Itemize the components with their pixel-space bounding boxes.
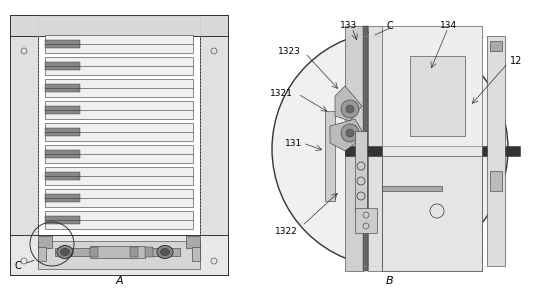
Bar (45, 217, 80, 223)
Text: C: C (15, 260, 34, 271)
Circle shape (346, 105, 354, 113)
Bar (38, 236, 52, 248)
Bar (10, 235, 228, 275)
Bar (10, 15, 228, 36)
Bar (45, 211, 193, 229)
Circle shape (341, 124, 359, 142)
Bar (382, 26, 482, 146)
Bar (355, 131, 367, 211)
Bar (10, 15, 38, 275)
Bar (45, 62, 80, 70)
Bar (192, 247, 200, 261)
Bar (38, 241, 200, 269)
Bar (200, 15, 228, 275)
Text: B: B (386, 276, 394, 286)
Bar (45, 40, 80, 48)
Text: 131: 131 (285, 139, 302, 148)
Text: 134: 134 (440, 22, 457, 31)
Bar (368, 26, 382, 271)
Bar (487, 36, 505, 266)
Bar (345, 146, 520, 156)
Bar (145, 247, 153, 257)
Bar (45, 101, 193, 119)
Bar (45, 167, 193, 185)
Bar (45, 150, 80, 158)
Bar (382, 186, 442, 191)
Ellipse shape (157, 246, 173, 258)
Bar (90, 246, 145, 258)
Bar (347, 36, 487, 266)
Text: 133: 133 (340, 22, 357, 31)
Bar (490, 41, 502, 51)
Bar (45, 84, 80, 92)
Bar (45, 128, 80, 136)
Bar (45, 194, 80, 202)
Text: 12: 12 (510, 56, 522, 66)
Circle shape (272, 31, 508, 267)
Circle shape (346, 129, 354, 137)
Bar (490, 171, 502, 191)
Text: 1323: 1323 (278, 47, 301, 56)
Bar (45, 145, 193, 163)
Bar (45, 189, 193, 207)
Bar (55, 248, 180, 256)
Bar (355, 208, 377, 233)
Ellipse shape (57, 246, 73, 258)
Bar (45, 57, 193, 75)
Text: C: C (387, 21, 393, 31)
Bar (186, 236, 200, 248)
Bar (90, 247, 98, 257)
Bar (45, 172, 80, 180)
Bar (382, 156, 482, 271)
Bar (45, 79, 193, 97)
Bar (38, 16, 200, 236)
Bar (38, 247, 46, 261)
Circle shape (341, 100, 359, 118)
Bar (382, 26, 482, 271)
Bar (45, 107, 80, 113)
Bar (363, 26, 368, 271)
Text: 1321: 1321 (270, 90, 293, 98)
Bar (45, 123, 193, 141)
Bar (45, 35, 193, 53)
Ellipse shape (60, 249, 70, 255)
Bar (345, 26, 363, 271)
Bar (130, 247, 138, 257)
Bar (325, 111, 335, 201)
Bar (410, 56, 465, 136)
Ellipse shape (160, 249, 170, 255)
Polygon shape (330, 119, 365, 151)
Text: 1322: 1322 (275, 226, 298, 235)
Text: A: A (115, 276, 123, 286)
Polygon shape (335, 86, 362, 121)
